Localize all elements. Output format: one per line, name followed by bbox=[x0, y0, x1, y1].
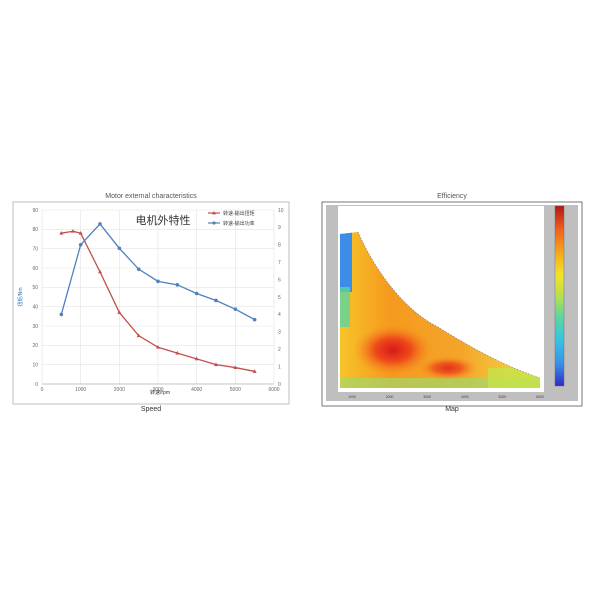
series-layer bbox=[59, 222, 257, 373]
gridlines bbox=[41, 209, 275, 385]
x-tick-label: 2000 bbox=[114, 387, 125, 393]
map-x-tick-label: 6000 bbox=[536, 395, 544, 399]
map-x-tick-label: 3000 bbox=[423, 395, 431, 399]
y-right-tick-label: 3 bbox=[278, 330, 281, 336]
y-left-tick-label: 10 bbox=[32, 362, 38, 368]
y-left-tick-label: 50 bbox=[32, 285, 38, 291]
power-point bbox=[214, 298, 218, 303]
y-right-tick-label: 8 bbox=[278, 243, 281, 249]
torque-point bbox=[78, 231, 83, 235]
power-point bbox=[252, 317, 257, 322]
y-right-tick-label: 6 bbox=[278, 277, 281, 283]
power-point bbox=[117, 246, 122, 251]
power-point bbox=[233, 307, 238, 311]
legend-label: 转速-输出扭矩 bbox=[223, 210, 255, 217]
torque-point bbox=[194, 356, 199, 361]
y-right-tick-label: 1 bbox=[278, 364, 281, 370]
legend-marker bbox=[212, 221, 216, 225]
x-tick-label: 1000 bbox=[75, 387, 86, 393]
y-left-tick-label: 30 bbox=[32, 324, 38, 330]
y-right-tick-label: 4 bbox=[278, 312, 281, 318]
y-left-tick-label: 90 bbox=[32, 208, 38, 214]
y-right-tick-label: 2 bbox=[278, 347, 281, 353]
y-left-tick-label: 20 bbox=[32, 343, 38, 349]
left-panel-title: Motor external characteristics bbox=[105, 193, 197, 200]
chart-frame bbox=[12, 201, 290, 405]
map-x-ticks: 1000 2000 3000 4000 5000 6000 bbox=[348, 395, 544, 399]
torque-point bbox=[117, 310, 122, 314]
x-tick-label: 5000 bbox=[230, 387, 241, 393]
motor-characteristics-chart: 0 10 20 30 40 50 60 70 80 90 0 1000 2000 3000 4000 5000… bbox=[10, 192, 305, 418]
map-x-tick-label: 4000 bbox=[461, 395, 469, 399]
torque-point bbox=[214, 362, 218, 367]
x-tick-label: 0 bbox=[41, 387, 44, 393]
x-tick-label: 3000 bbox=[152, 387, 163, 393]
x-axis-label: 转速/rpm bbox=[150, 389, 170, 396]
colorbar bbox=[554, 205, 565, 387]
y-left-tick-label: 70 bbox=[32, 246, 38, 252]
power-point bbox=[156, 279, 160, 284]
map-x-tick-label: 2000 bbox=[386, 395, 394, 399]
right-panel-caption: Map bbox=[445, 406, 459, 413]
y-right-tick-label: 7 bbox=[278, 260, 281, 266]
map-x-tick-label: 1000 bbox=[348, 395, 356, 399]
torque-point bbox=[70, 229, 75, 233]
left-panel-caption: Speed bbox=[140, 406, 162, 413]
power-point bbox=[194, 291, 199, 296]
torque-point bbox=[175, 350, 180, 355]
power-point bbox=[59, 312, 64, 317]
y-axis-left-label: 扭矩/Nm bbox=[17, 287, 24, 306]
torque-point bbox=[59, 231, 64, 235]
efficiency-map-svg: 1000 2000 3000 4000 5000 6000 bbox=[321, 201, 583, 407]
x-tick-label: 6000 bbox=[268, 387, 279, 393]
legend-label: 转速-输出功率 bbox=[223, 220, 255, 227]
y-right-tick-label: 0 bbox=[278, 382, 281, 388]
right-panel-title: Efficiency bbox=[437, 193, 467, 200]
y-left-tick-label: 80 bbox=[32, 227, 38, 233]
legend-marker bbox=[212, 211, 216, 215]
y-left-tick-label: 0 bbox=[35, 382, 38, 388]
y-right-tick-label: 5 bbox=[278, 295, 281, 301]
y-left-tick-label: 40 bbox=[32, 304, 38, 310]
torque-point bbox=[136, 333, 141, 338]
envelope-line bbox=[357, 231, 541, 379]
y-right-tick-label: 9 bbox=[278, 225, 281, 231]
torque-point bbox=[252, 369, 257, 373]
chart-title: 电机外特性 bbox=[136, 213, 191, 227]
power-point bbox=[175, 283, 180, 287]
x-tick-label: 4000 bbox=[191, 387, 202, 393]
series-line bbox=[61, 230, 255, 373]
y-right-tick-label: 10 bbox=[278, 208, 284, 214]
efficiency-map-chart: 1000 2000 3000 4000 5000 6000 bbox=[318, 192, 586, 418]
power-point bbox=[78, 243, 83, 247]
power-point bbox=[136, 267, 141, 271]
torque-point bbox=[98, 269, 102, 274]
y-left-tick-label: 60 bbox=[32, 266, 38, 272]
torque-point bbox=[233, 365, 238, 369]
torque-point bbox=[156, 345, 160, 349]
map-x-tick-label: 5000 bbox=[499, 395, 507, 399]
power-point bbox=[98, 222, 102, 226]
